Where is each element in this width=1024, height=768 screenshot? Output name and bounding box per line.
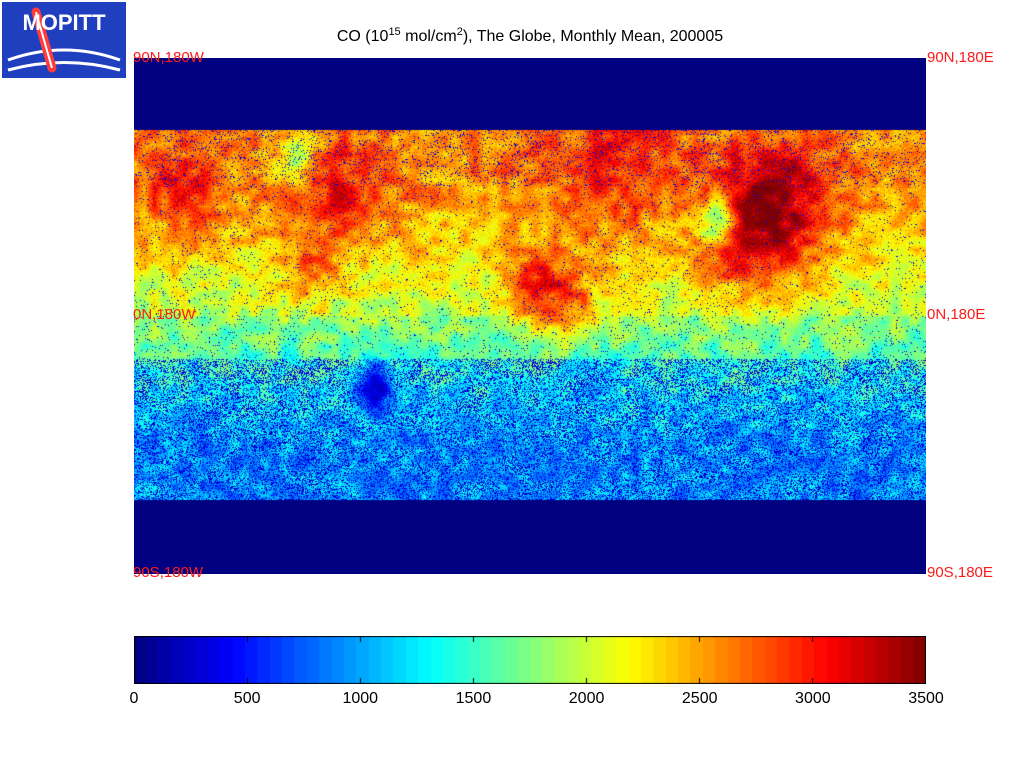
colorbar-tick-label: 1000 <box>342 690 379 707</box>
title-suffix: ), The Globe, Monthly Mean, 200005 <box>462 28 724 45</box>
corner-label-mid-right: 0N,180E <box>927 306 986 323</box>
mopitt-logo-icon: MOPITT <box>0 0 128 80</box>
corner-label-bottom-right: 90S,180E <box>927 564 993 581</box>
chart-title: CO (1015 mol/cm2), The Globe, Monthly Me… <box>134 26 926 46</box>
title-prefix: CO (10 <box>336 28 389 45</box>
colorbar-tick-label: 500 <box>233 690 261 707</box>
co-map-image <box>134 58 926 574</box>
colorbar-tick-label: 2500 <box>681 690 718 707</box>
title-exponent-1: 15 <box>388 26 401 38</box>
colorbar-tick-label: 3500 <box>908 690 944 707</box>
title-exponent-2: 2 <box>456 26 463 38</box>
corner-label-bottom-left: 90S,180W <box>133 564 204 581</box>
corner-label-top-left: 90N,180W <box>133 49 204 66</box>
colorbar-tick-label: 0 <box>129 690 139 707</box>
corner-label-top-right: 90N,180E <box>927 49 994 66</box>
colorbar <box>134 636 926 684</box>
colorbar-tick-label: 1500 <box>455 690 492 707</box>
colorbar-tick-label: 3000 <box>795 690 831 707</box>
corner-label-mid-left: 0N,180W <box>133 306 196 323</box>
title-middle: mol/cm <box>400 28 457 45</box>
colorbar-tick-label: 2000 <box>568 690 605 707</box>
logo-text: MOPITT <box>22 10 106 35</box>
